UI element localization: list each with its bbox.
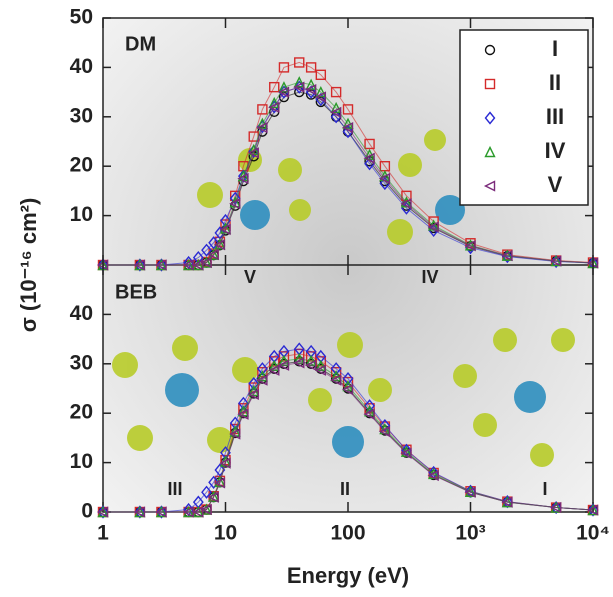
y-tick-label: 30 (70, 104, 93, 127)
x-tick-label: 100 (330, 522, 365, 545)
legend-label: III (546, 104, 564, 129)
annotation: II (340, 479, 350, 499)
y-axis-label: σ (10⁻¹⁶ cm²) (16, 198, 41, 333)
y-tick-label: 20 (70, 154, 93, 177)
x-tick-label: 10⁴ (576, 522, 610, 545)
legend-label: I (552, 36, 558, 61)
x-axis-label: Energy (eV) (287, 563, 409, 588)
legend-label: IV (545, 138, 566, 163)
annotation: V (244, 267, 256, 287)
annotation: I (542, 479, 547, 499)
x-tick-label: 1 (97, 522, 109, 545)
y-tick-label: 20 (70, 401, 93, 424)
legend-label: V (548, 172, 563, 197)
y-tick-label: 0 (81, 500, 93, 523)
panel-label: DM (125, 33, 156, 55)
x-tick-label: 10³ (455, 522, 485, 545)
legend-label: II (549, 70, 561, 95)
annotation: III (167, 479, 182, 499)
y-tick-label: 10 (70, 203, 93, 226)
panel-label: BEB (115, 281, 157, 303)
legend-box (460, 30, 588, 205)
x-tick-label: 10 (214, 522, 237, 545)
annotation: IV (421, 267, 438, 287)
chart: σ (10⁻¹⁶ cm²) Energy (eV) DM BEB 10 20 30 4… (0, 0, 613, 597)
y-tick-label: 30 (70, 351, 93, 374)
y-tick-label: 10 (70, 450, 93, 473)
y-tick-label: 50 (70, 6, 93, 29)
y-tick-label: 40 (70, 55, 93, 78)
y-tick-label: 40 (70, 302, 93, 325)
